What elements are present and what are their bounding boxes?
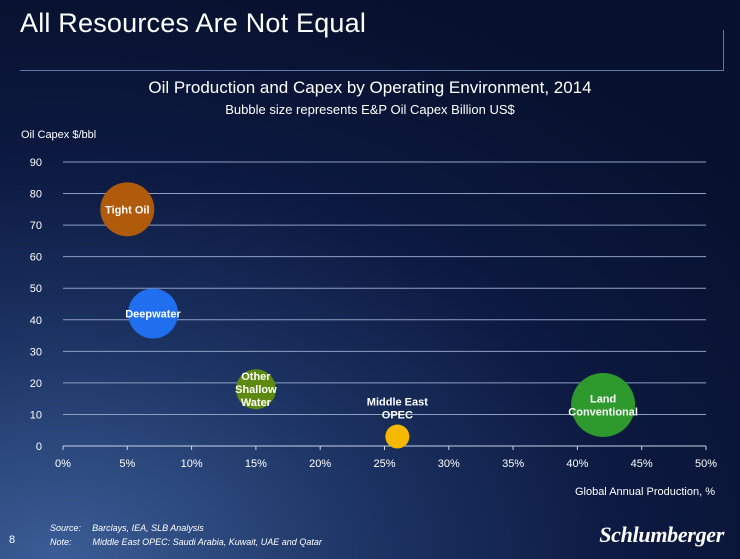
title-divider bbox=[20, 70, 724, 71]
y-tick-label: 0 bbox=[36, 441, 42, 453]
x-tick-label: 40% bbox=[566, 458, 588, 470]
y-tick-label: 50 bbox=[30, 283, 42, 295]
x-axis-title: Global Annual Production, % bbox=[574, 486, 715, 498]
y-tick-label: 30 bbox=[30, 346, 42, 358]
bubble-deepwater bbox=[128, 288, 179, 339]
x-tick-label: 10% bbox=[181, 458, 203, 470]
chart-title: Oil Production and Capex by Operating En… bbox=[148, 78, 592, 97]
schlumberger-logo: Schlumberger bbox=[599, 522, 724, 547]
source-text: Barclays, IEA, SLB Analysis bbox=[92, 523, 204, 533]
bubble-middle-east-opec bbox=[385, 424, 410, 449]
footer-source: Source: Barclays, IEA, SLB Analysis bbox=[50, 523, 204, 533]
x-tick-label: 50% bbox=[695, 458, 717, 470]
y-tick-label: 20 bbox=[30, 378, 42, 390]
x-tick-label: 20% bbox=[309, 458, 331, 470]
x-tick-label: 0% bbox=[55, 458, 71, 470]
x-tick-label: 15% bbox=[245, 458, 267, 470]
bubble-other-shallow-water bbox=[235, 369, 276, 410]
bubble-label-other-shallow-water: Shallow bbox=[235, 384, 277, 396]
bubble-label-tight-oil: Tight Oil bbox=[105, 204, 149, 216]
source-label: Source: bbox=[50, 523, 82, 533]
x-tick-label: 35% bbox=[502, 458, 524, 470]
title-divider-tick bbox=[723, 30, 724, 71]
bubble-land-conventional bbox=[571, 372, 636, 437]
bubble-label-land-conventional: Conventional bbox=[568, 406, 638, 418]
x-tick-label: 25% bbox=[373, 458, 395, 470]
bubble-label-deepwater: Deepwater bbox=[125, 308, 181, 320]
note-text: Middle East OPEC: Saudi Arabia, Kuwait, … bbox=[92, 537, 322, 547]
y-tick-label: 60 bbox=[30, 252, 42, 264]
y-tick-label: 40 bbox=[30, 315, 42, 327]
y-tick-label: 70 bbox=[30, 220, 42, 232]
y-tick-label: 10 bbox=[30, 409, 42, 421]
x-tick-label: 5% bbox=[119, 458, 135, 470]
y-axis-title: Oil Capex $/bbl bbox=[21, 129, 97, 141]
footer-note: Note: Middle East OPEC: Saudi Arabia, Ku… bbox=[50, 537, 322, 547]
slide-title: All Resources Are Not Equal bbox=[20, 8, 367, 38]
y-tick-label: 90 bbox=[30, 157, 42, 169]
note-label: Note: bbox=[50, 537, 72, 547]
x-tick-label: 30% bbox=[438, 458, 460, 470]
bubble-label-middle-east-opec: Middle East bbox=[367, 397, 428, 409]
bubble-label-middle-east-opec: OPEC bbox=[382, 410, 413, 422]
chart-subtitle: Bubble size represents E&P Oil Capex Bil… bbox=[225, 102, 515, 117]
bubble-label-other-shallow-water: Water bbox=[241, 397, 272, 409]
bubble-label-land-conventional: Land bbox=[590, 393, 616, 405]
bubble-tight-oil bbox=[100, 182, 155, 237]
x-tick-label: 45% bbox=[631, 458, 653, 470]
page-number: 8 bbox=[9, 534, 16, 546]
y-tick-label: 80 bbox=[30, 189, 42, 201]
bubble-label-other-shallow-water: Other bbox=[241, 371, 271, 383]
